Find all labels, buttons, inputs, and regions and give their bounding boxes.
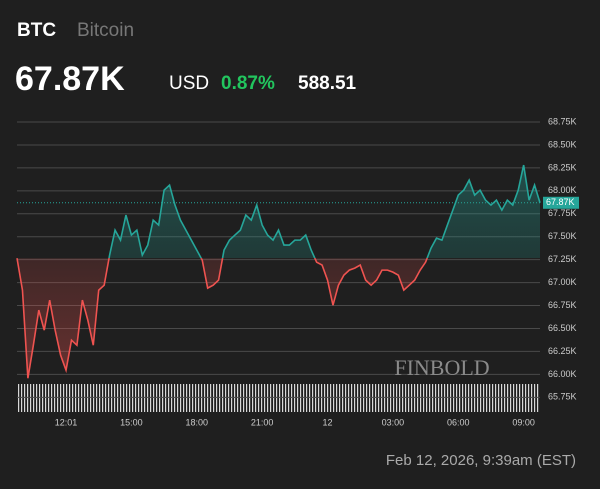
x-tick-label: 09:00 [512,417,535,427]
y-tick-label: 66.25K [548,346,577,356]
x-tick-label: 12 [323,417,333,427]
price-tag [543,196,579,209]
symbol: BTC [17,20,57,41]
y-tick-label: 67.25K [548,254,577,264]
x-tick-label: 06:00 [447,417,470,427]
y-tick-label: 67.75K [548,208,577,218]
x-tick-label: 15:00 [120,417,143,427]
x-tick-label: 03:00 [382,417,405,427]
x-tick-label: 12:01 [55,417,78,427]
y-tick-label: 66.50K [548,323,577,333]
x-tick-label: 18:00 [186,417,209,427]
y-tick-label: 68.00K [548,185,577,195]
line-down [16,258,429,379]
price: 67.87K [15,60,125,98]
y-tick-label: 67.00K [548,277,577,287]
y-tick-label: 68.75K [548,116,577,126]
change: 588.51 [298,73,357,94]
y-tick-label: 66.00K [548,369,577,379]
x-tick-label: 21:00 [251,417,274,427]
currency: USD [169,73,210,94]
y-tick-label: 67.50K [548,231,577,241]
timestamp: Feb 12, 2026, 9:39am (EST) [385,452,576,469]
y-tick-label: 66.75K [548,300,577,310]
volume-bars [17,384,540,412]
y-tick-label: 68.50K [548,139,577,149]
line-up [17,164,541,259]
asset-name: Bitcoin [77,20,135,41]
y-tick-label: 65.75K [548,392,577,402]
watermark: FINBOLD [394,355,489,380]
y-tick-label: 68.25K [548,162,577,172]
change-pct: 0.87% [221,73,275,94]
price-tag-label: 67.87K [546,197,575,207]
chart: 65.75K 66.00K 66.25K 66.50K 66.75K 67.00K 67.2… [16,116,579,427]
area-up [109,165,540,259]
area-down [17,258,540,379]
